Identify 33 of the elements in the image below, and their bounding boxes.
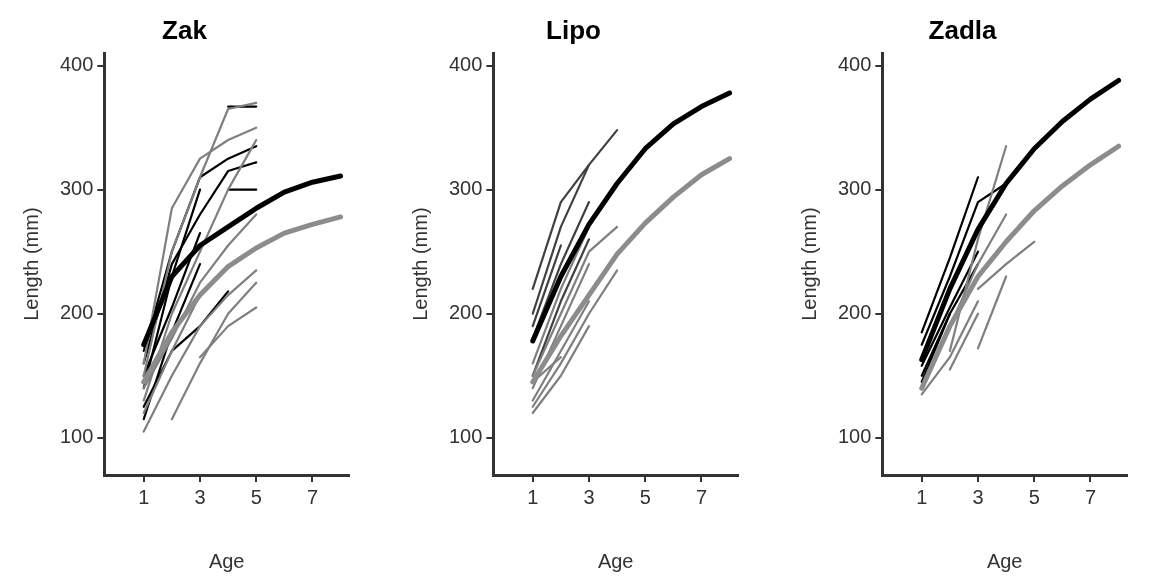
y-tick-label: 400 [448, 53, 483, 76]
x-tick-label: 1 [527, 485, 539, 508]
chart-title: Zadla [928, 14, 997, 45]
y-tick-label: 300 [837, 177, 872, 200]
y-tick-label: 400 [837, 53, 872, 76]
y-tick-label: 200 [837, 301, 872, 324]
y-tick-label: 300 [448, 177, 483, 200]
x-tick-label: 7 [1084, 485, 1097, 508]
x-tick-label: 7 [306, 485, 319, 508]
x-axis-title: Age [986, 549, 1023, 572]
x-tick-label: 1 [138, 485, 150, 508]
y-tick-label: 300 [59, 177, 94, 200]
x-tick-label: 7 [695, 485, 708, 508]
chart-title: Lipo [546, 14, 601, 45]
chart-title: Zak [162, 14, 208, 45]
y-axis-title: Length (mm) [19, 207, 42, 321]
y-tick-label: 400 [59, 53, 94, 76]
x-tick-label: 5 [639, 485, 651, 508]
x-tick-label: 3 [194, 485, 206, 508]
x-tick-label: 3 [972, 485, 984, 508]
y-axis-title: Length (mm) [408, 207, 431, 321]
x-tick-label: 5 [250, 485, 262, 508]
y-tick-label: 100 [448, 425, 483, 448]
y-tick-label: 100 [837, 425, 872, 448]
x-tick-label: 1 [916, 485, 928, 508]
x-tick-label: 5 [1028, 485, 1040, 508]
y-tick-label: 200 [59, 301, 94, 324]
y-axis-title: Length (mm) [797, 207, 820, 321]
x-tick-label: 3 [583, 485, 595, 508]
y-tick-label: 100 [59, 425, 94, 448]
x-axis-title: Age [597, 549, 634, 572]
y-tick-label: 200 [448, 301, 483, 324]
x-axis-title: Age [208, 549, 245, 572]
